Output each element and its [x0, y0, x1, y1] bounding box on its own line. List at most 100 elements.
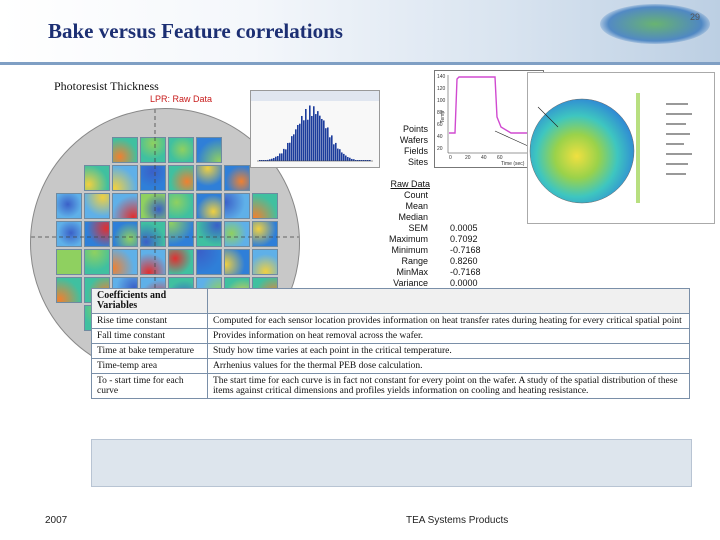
section-subtitle: Photoresist Thickness [54, 79, 159, 93]
trace-x-tick: 0 [449, 155, 452, 161]
histogram-bar [261, 160, 263, 161]
histogram-bar [369, 160, 371, 161]
histogram-bar [285, 149, 287, 161]
table-header-blank [207, 288, 690, 314]
histogram-bar [311, 115, 313, 161]
histogram-inset [250, 90, 380, 168]
wafer-die [224, 165, 250, 191]
coefficients-table: Coefficients and Variables Rise time con… [91, 288, 690, 399]
wafer-die [224, 221, 250, 247]
wafer-die [84, 249, 110, 275]
contour-map [529, 93, 692, 204]
stat-label: SEM [408, 223, 428, 233]
stat-label: Mean [405, 201, 428, 211]
histogram-bar [263, 160, 265, 161]
stat-value: 0.8260 [450, 256, 478, 266]
wafer-die [56, 221, 82, 247]
stat-label: MinMax [396, 267, 428, 277]
header-band [0, 0, 720, 62]
stat-label: Sites [407, 157, 428, 167]
trace-y-tick: 20 [437, 146, 443, 152]
wafer-die [224, 249, 250, 275]
histogram-bar [357, 160, 359, 161]
header-divider [0, 62, 720, 65]
trace-x-tick: 40 [481, 155, 487, 161]
histogram-bar [327, 127, 329, 161]
trace-x-label: Time (sec) [501, 161, 525, 167]
slide-title: Bake versus Feature correlations [48, 19, 343, 43]
wafer-die [112, 137, 138, 163]
wafer-die [168, 137, 194, 163]
wafer-die [252, 221, 278, 247]
histogram-bar [319, 115, 321, 161]
histogram-bar [321, 118, 323, 161]
wafer-die [168, 165, 194, 191]
stat-label: Range [401, 256, 428, 266]
table-row: Time at bake temperature Study how time … [91, 343, 690, 359]
histogram-bar [351, 158, 353, 161]
wafer-crosshair [31, 109, 299, 377]
footer-year: 2007 [45, 515, 68, 526]
wafer-die [140, 193, 166, 219]
wafer-die [56, 249, 82, 275]
wafer-die [112, 165, 138, 191]
histogram-bar [295, 129, 297, 161]
stat-value: 0.7092 [450, 234, 478, 244]
histogram-bar [289, 142, 291, 161]
trace-y-tick: 80 [437, 110, 443, 116]
coefficient-name: Time-temp area [91, 358, 208, 374]
stat-label: Points [402, 124, 428, 134]
wafer-die [168, 221, 194, 247]
trace-y-tick: 120 [437, 86, 446, 92]
histogram-bar [331, 135, 333, 161]
coefficient-name: Rise time constant [91, 313, 208, 329]
table-row: Rise time constant Computed for each sen… [91, 313, 690, 329]
histogram-bar [341, 152, 343, 161]
table-row: Time-temp area Arrhenius values for the … [91, 358, 690, 374]
trace-x-tick: 60 [497, 155, 503, 161]
wafer-die [112, 249, 138, 275]
histogram-bar [323, 120, 325, 161]
histogram-bar [259, 160, 261, 161]
histogram-bar [301, 115, 303, 161]
histogram-bar [293, 134, 295, 161]
wafer-die [252, 249, 278, 275]
stat-label: Median [398, 212, 428, 222]
histogram-bar [367, 160, 369, 161]
wafer-die [196, 249, 222, 275]
trace-line [449, 76, 539, 134]
trace-y-tick: 100 [437, 98, 446, 104]
histogram-bar [269, 159, 271, 161]
histogram-bar [267, 159, 269, 161]
stat-value: -0.7168 [450, 245, 481, 255]
wafer-die [140, 221, 166, 247]
stat-value: -0.7168 [450, 267, 481, 277]
histogram-bar [349, 157, 351, 161]
wafer-die [112, 193, 138, 219]
wafer-die [56, 277, 82, 303]
histogram-bar [343, 153, 345, 161]
coefficient-description: Computed for each sensor location provid… [207, 313, 690, 329]
table-header-coefficients: Coefficients and Variables [91, 288, 208, 314]
wafer-die [140, 137, 166, 163]
coefficient-name: Fall time constant [91, 328, 208, 344]
wafer-map-label: LPR: Raw Data [150, 94, 213, 104]
wafer-die [196, 221, 222, 247]
wafer-die [140, 249, 166, 275]
histogram-bar [287, 142, 289, 161]
histogram-bar [281, 153, 283, 161]
wafer-die [168, 249, 194, 275]
histogram-bar [317, 111, 319, 161]
trace-y-tick: 140 [437, 74, 446, 80]
histogram-bar [355, 160, 357, 161]
stat-label: Count [403, 190, 428, 200]
histogram-bar [359, 160, 361, 161]
histogram-bar [345, 155, 347, 161]
histogram-bar [313, 106, 315, 161]
histogram-bar [297, 124, 299, 161]
wafer-die [140, 165, 166, 191]
histogram-bar [315, 114, 317, 161]
stat-label: Variance [393, 278, 428, 288]
trace-x-tick: 20 [465, 155, 471, 161]
wafer-die [196, 193, 222, 219]
